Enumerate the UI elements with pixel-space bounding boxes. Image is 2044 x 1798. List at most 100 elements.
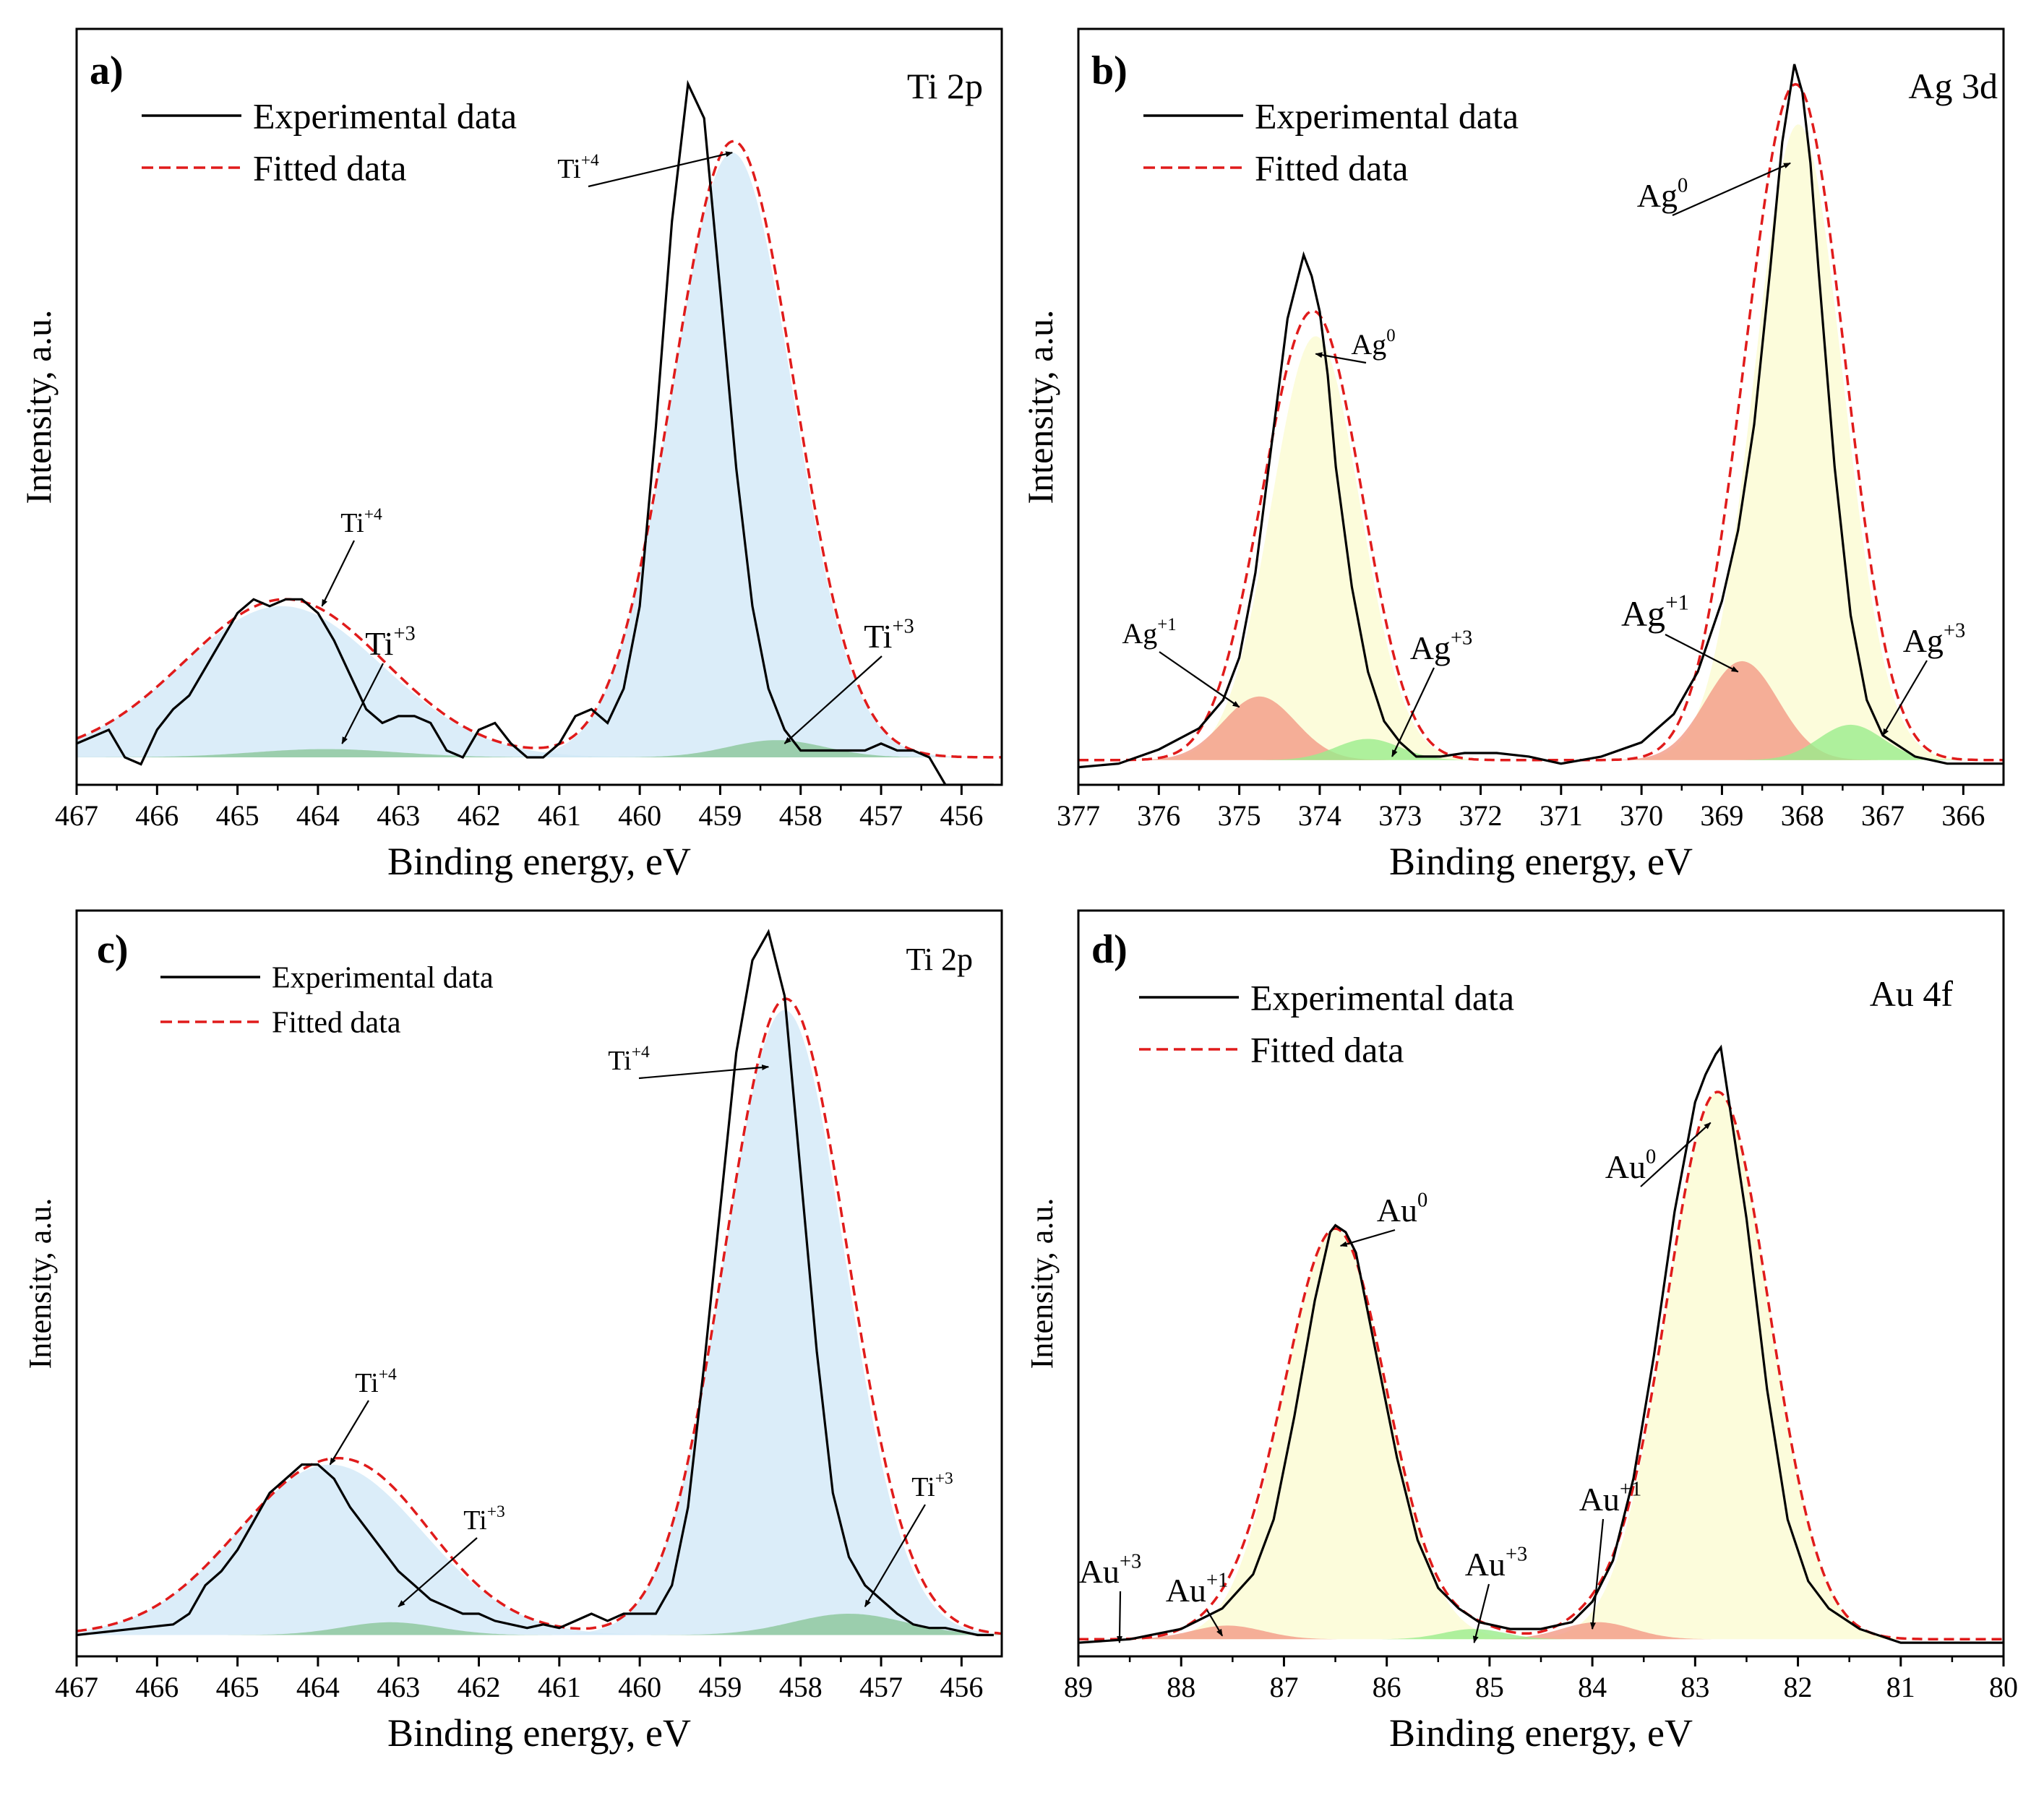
annotation-ti-plus3: Ti+3 <box>365 622 416 662</box>
component-Tiplus4-0 <box>77 1010 1002 1635</box>
x-tick-label: 83 <box>1680 1671 1709 1703</box>
annotation-arrow <box>1391 667 1435 757</box>
annotation-arrow <box>1339 1229 1396 1247</box>
annotation-charge: +4 <box>581 151 599 170</box>
fitted-curve <box>77 139 1002 759</box>
plot-area <box>1078 1044 2004 1644</box>
x-tick-label: 467 <box>55 1671 98 1703</box>
legend-fitted-label: Fitted data <box>1250 1030 1404 1070</box>
legend: Experimental data Fitted data <box>1143 96 1519 189</box>
annotation-au-plus1: Au+1 <box>1166 1569 1229 1609</box>
x-tick-label: 88 <box>1167 1671 1195 1703</box>
x-axis-label: Binding energy, eV <box>387 1711 691 1755</box>
annotation-charge: +3 <box>892 615 914 637</box>
annotations: Ti+4Ti+4Ti+3Ti+3 <box>329 1043 953 1608</box>
annotation-ion: Au <box>1377 1192 1417 1229</box>
annotation-ion: Ti <box>608 1046 631 1076</box>
annotation-ion: Ti <box>365 625 393 662</box>
annotation-arrow <box>398 1537 478 1608</box>
legend-experimental-label: Experimental data <box>272 962 494 995</box>
annotation-arrow <box>1640 1122 1712 1187</box>
annotation-arrow <box>638 1064 770 1080</box>
legend-fitted-label: Fitted data <box>253 148 406 189</box>
annotation-charge: +3 <box>1506 1543 1527 1565</box>
annotation-au-plus1: Au+1 <box>1579 1478 1642 1518</box>
legend: Experimental data Fitted data <box>1139 978 1514 1070</box>
x-tick-label: 376 <box>1137 799 1180 832</box>
fitted-curve <box>1078 1091 2004 1641</box>
component-Agplus1-3 <box>1078 696 2004 760</box>
panel-d: 89 88 87 86 85 84 83 82 81 80 Binding energy, eV In… <box>1024 909 2018 1755</box>
annotation-charge: +3 <box>935 1469 953 1488</box>
annotation-charge: 0 <box>1417 1189 1427 1211</box>
component-Tiplus3-2 <box>77 740 1002 757</box>
x-tick-label: 369 <box>1700 799 1743 832</box>
annotation-charge: +3 <box>393 622 415 645</box>
annotation-arrow <box>1472 1583 1490 1644</box>
x-tick-label: 459 <box>698 1671 742 1703</box>
plot-frame <box>1077 909 2005 1658</box>
x-tick-label: 466 <box>135 1671 179 1703</box>
x-tick-label: 460 <box>618 1671 661 1703</box>
annotation-ti-plus3: Ti+3 <box>463 1502 505 1536</box>
annotation-charge: +1 <box>1206 1569 1228 1591</box>
annotation-ion: Ti <box>911 1472 935 1502</box>
annotation-arrow <box>321 540 355 607</box>
panel-label: a) <box>90 48 124 93</box>
x-tick-label: 457 <box>859 799 903 832</box>
annotation-au-0: Au0 <box>1377 1189 1428 1229</box>
x-tick-label: 81 <box>1886 1671 1915 1703</box>
x-tick-label: 458 <box>779 799 823 832</box>
annotation-ag-plus1: Ag+1 <box>1621 590 1689 635</box>
annotation-au-plus3: Au+3 <box>1079 1550 1142 1590</box>
x-tick-label: 459 <box>698 799 742 832</box>
annotation-charge: +1 <box>1620 1478 1641 1500</box>
annotation-ion: Ag <box>1351 328 1386 361</box>
x-tick-label: 462 <box>458 799 501 832</box>
x-axis-label: Binding energy, eV <box>387 840 691 883</box>
annotation-charge: +1 <box>1665 590 1689 615</box>
annotation-ti-plus4: Ti+4 <box>608 1043 650 1076</box>
annotation-ion: Ti <box>463 1505 486 1536</box>
annotation-charge: +4 <box>379 1365 397 1384</box>
legend: Experimental data Fitted data <box>160 962 494 1040</box>
x-tick-label: 456 <box>940 799 983 832</box>
component-Ag0-0 <box>1078 124 2004 760</box>
annotation-charge: +3 <box>487 1502 505 1521</box>
annotation-ion: Ag <box>1122 617 1157 650</box>
x-tick-label: 84 <box>1578 1671 1607 1703</box>
x-tick-label: 373 <box>1378 799 1422 832</box>
x-tick-label: 467 <box>55 799 98 832</box>
annotation-arrow <box>1590 1518 1605 1630</box>
experimental-curve <box>1078 1044 2004 1644</box>
annotation-charge: +1 <box>1157 615 1176 635</box>
annotation-ion: Ag <box>1621 593 1665 634</box>
legend-fitted-label: Fitted data <box>272 1007 401 1040</box>
x-tick-label: 372 <box>1459 799 1503 832</box>
panel-title: Ag 3d <box>1908 66 1998 106</box>
annotation-ti-plus4: Ti+4 <box>355 1365 397 1398</box>
annotation-ag-plus3: Ag+3 <box>1410 627 1473 666</box>
x-tick-label: 367 <box>1861 799 1905 832</box>
annotation-ion: Au <box>1079 1553 1120 1590</box>
component-Agplus3-4 <box>1078 724 2004 760</box>
x-tick-label: 465 <box>216 799 259 832</box>
component-Au0-0 <box>1078 1092 2004 1640</box>
experimental-curve <box>77 79 994 785</box>
x-tick-label: 461 <box>538 1671 581 1703</box>
x-tick-label: 457 <box>859 1671 903 1703</box>
x-axis: 89 88 87 86 85 84 83 82 81 80 <box>1064 1656 2018 1703</box>
annotation-arrow <box>588 151 734 188</box>
x-tick-label: 89 <box>1064 1671 1093 1703</box>
x-tick-label: 464 <box>296 1671 340 1703</box>
component-Tiplus3-2 <box>77 1614 1002 1635</box>
y-axis-label: Intensity, a.u. <box>18 310 59 504</box>
plot-area <box>77 929 1002 1637</box>
annotation-ag-0: Ag0 <box>1637 174 1688 214</box>
panel-b: 377 376 375 374 373 372 371 370 369 368 367 366 Bind… <box>1020 27 2005 883</box>
x-tick-label: 461 <box>538 799 581 832</box>
annotation-charge: +3 <box>1451 627 1472 649</box>
annotation-arrow <box>1315 352 1367 364</box>
panel-label: c) <box>97 927 129 972</box>
